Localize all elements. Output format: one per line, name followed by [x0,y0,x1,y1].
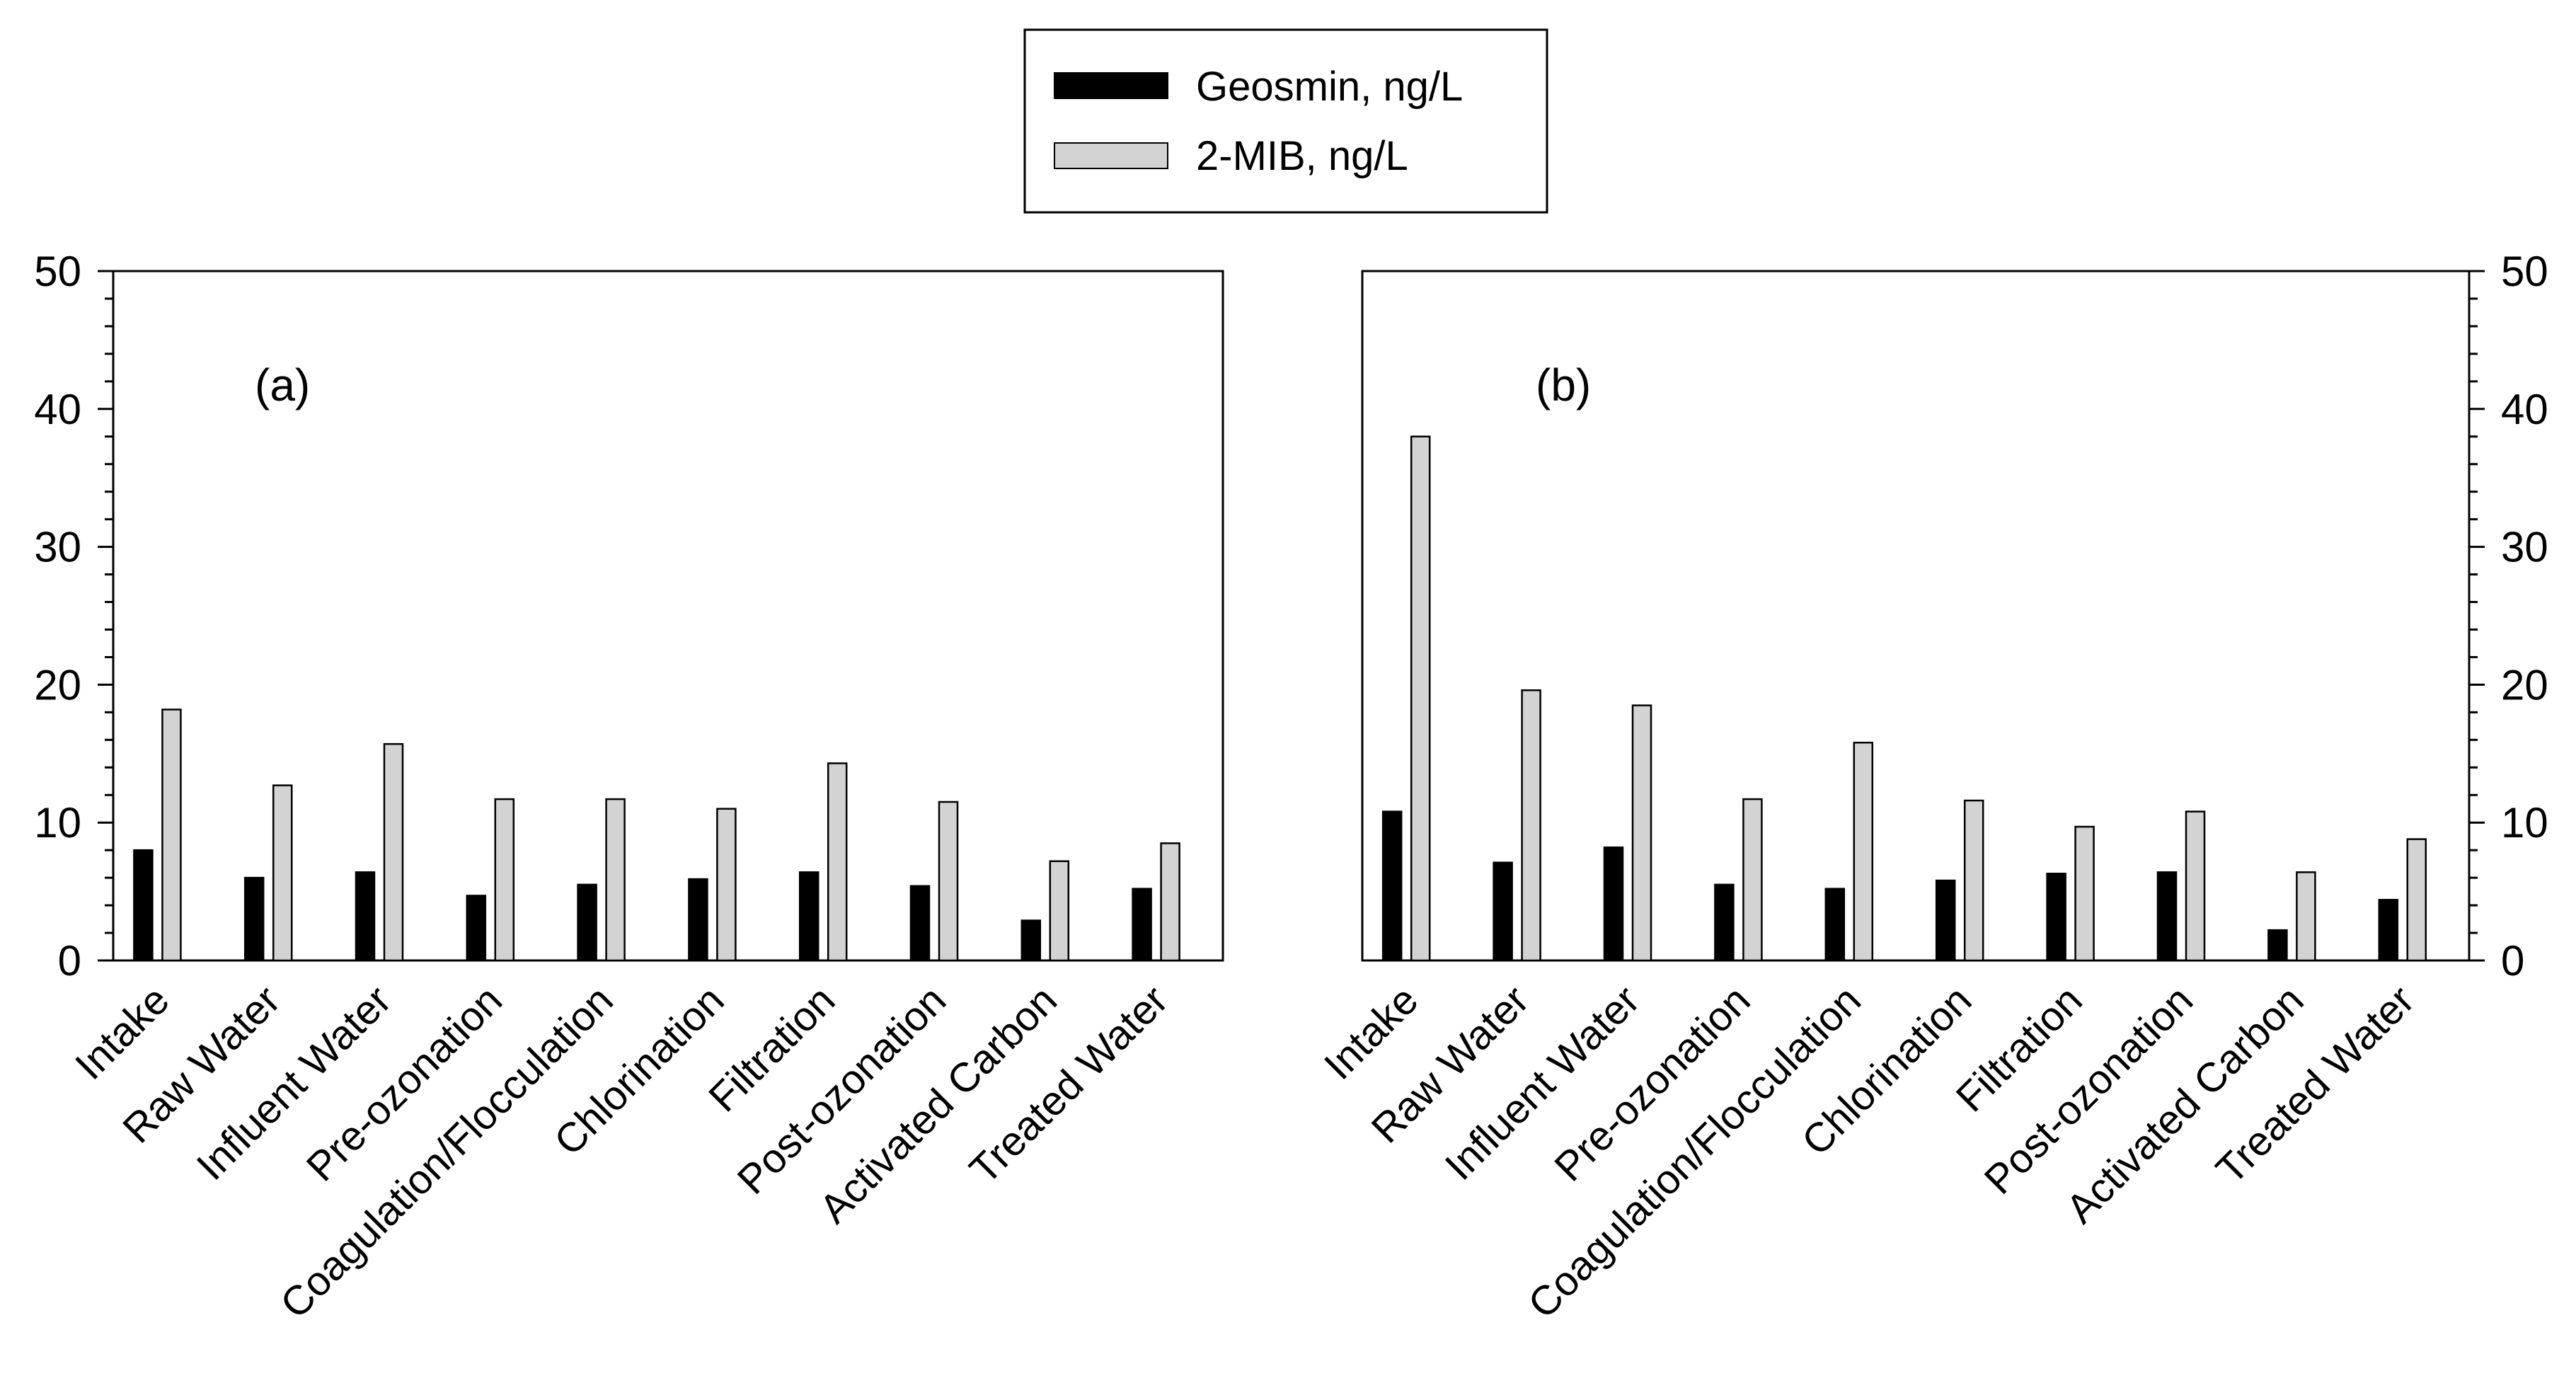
y-tick-label: 10 [34,799,81,847]
bar-2mib [272,784,293,962]
y-tick-label: 40 [34,386,81,433]
legend: Geosmin, ng/L 2-MIB, ng/L [1023,28,1548,214]
bar-2mib [1521,689,1541,962]
bar-2mib [827,762,848,962]
x-category-label: Influent Water [1436,977,1648,1189]
bar-2mib [938,801,959,962]
x-category-label: Treated Water [961,977,1177,1193]
x-category-label: Treated Water [2207,977,2423,1193]
bar-2mib [605,798,626,962]
bar-geosmin [1603,847,1624,962]
bar-geosmin [2267,929,2288,962]
y-tick-label: 40 [2501,386,2548,433]
y-tick-label: 30 [34,524,81,571]
bar-2mib [494,798,515,962]
bar-geosmin [1132,888,1152,962]
bar-2mib [1853,741,1874,962]
plot-frame [112,270,1224,962]
y-tick-label: 20 [34,661,81,708]
plot-frame [1361,270,2471,962]
legend-label-geosmin: Geosmin, ng/L [1196,64,1463,110]
bar-2mib [2185,810,2206,962]
bar-2mib [383,742,404,962]
panel-label: (a) [255,360,310,411]
x-category-label: Pre-ozonation [298,977,511,1190]
bar-geosmin [1381,810,1403,962]
x-category-label: Pre-ozonation [1546,977,1759,1190]
bar-geosmin [1714,883,1735,962]
legend-box [1023,28,1548,214]
bar-geosmin [133,849,154,962]
bar-geosmin [1020,919,1042,962]
x-category-label: Influent Water [188,977,400,1189]
bar-geosmin [798,871,820,962]
legend-swatch-geosmin [1054,72,1168,99]
bar-geosmin [577,883,597,962]
bar-2mib [1160,842,1180,962]
legend-swatch-2mib [1054,142,1168,169]
bar-geosmin [2378,899,2399,962]
bar-geosmin [355,871,376,962]
bar-2mib [1410,435,1431,962]
bar-2mib [161,708,182,962]
bar-geosmin [243,876,265,962]
bar-2mib [716,808,737,962]
bar-2mib [1742,798,1763,962]
bar-geosmin [688,878,708,962]
bar-2mib [1963,799,1984,962]
bar-geosmin [1824,888,1846,962]
bar-2mib [1631,704,1652,962]
bar-2mib [2296,871,2316,962]
bar-geosmin [1493,861,1513,962]
bar-geosmin [466,895,487,962]
y-tick-label: 0 [58,937,81,985]
y-tick-label: 30 [2501,524,2548,571]
y-tick-label: 10 [2501,799,2548,847]
panel-label: (b) [1536,360,1591,411]
legend-label-2mib: 2-MIB, ng/L [1196,133,1408,179]
bar-2mib [2406,838,2427,962]
y-tick-label: 50 [2501,248,2548,295]
bar-geosmin [2156,871,2178,962]
bar-2mib [2074,825,2095,962]
y-tick-label: 50 [34,248,81,295]
bar-geosmin [1935,879,1956,962]
y-tick-label: 20 [2501,661,2548,708]
bar-geosmin [909,885,931,962]
y-tick-label: 0 [2501,937,2524,985]
bar-geosmin [2046,873,2066,962]
bar-2mib [1049,860,1070,962]
